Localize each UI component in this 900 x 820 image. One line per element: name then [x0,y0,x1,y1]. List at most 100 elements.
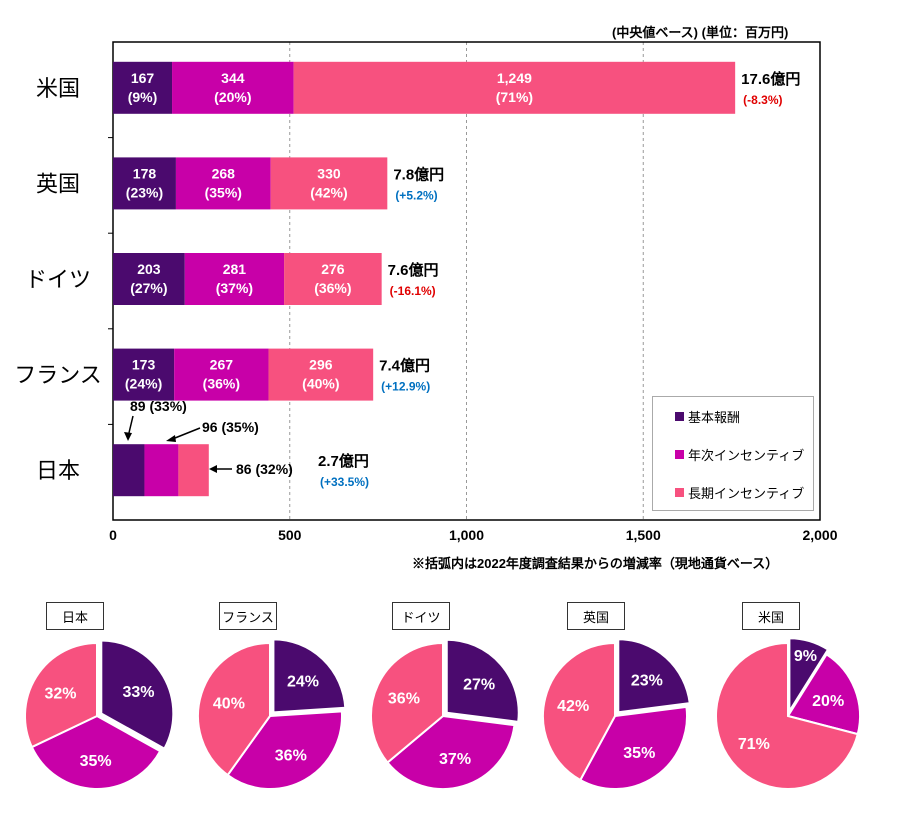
bar-value-label: 281 [223,261,247,277]
total-label: 7.4億円 [379,357,430,375]
bar-pct-label: (37%) [216,280,253,296]
bar-segment [270,157,388,210]
callout-arrowhead [209,465,217,473]
legend-swatch [675,412,684,421]
bar-segment [184,253,285,305]
legend-swatch [675,488,684,497]
change-label: (-16.1%) [390,284,436,298]
bar-pct-label: (23%) [126,184,163,200]
pie-slice [578,705,688,790]
pie-slice-label: 9% [794,648,817,665]
bar-segment [113,444,145,497]
pie-title-uk: 英国 [567,602,625,630]
bar-segment [113,348,175,401]
bar-value-label: 167 [131,70,155,86]
pie-0: 33% 35% 32% [24,639,175,790]
pie-slice [30,714,162,790]
pie-1: 24% 36% 40% [197,638,347,790]
pie-slice-label: 24% [287,673,319,690]
callout-long: 86 (32%) [236,461,293,477]
pie-2: 27% 37% 36% [370,638,520,790]
pie-slice-label: 40% [213,695,245,712]
pie-slice [386,714,516,790]
callout-arrowhead [166,435,176,442]
pie-title-france: フランス [219,602,277,630]
pie-slice [226,710,343,790]
bar-pct-label: (42%) [310,184,347,200]
bar-segment [113,253,185,305]
pie-slice [24,641,98,749]
change-label: (-8.3%) [743,93,782,107]
pie-slice-label: 23% [631,672,663,689]
pie-slice [272,638,347,714]
legend-item-base: 基本報酬 [675,407,740,426]
pie-slice-label: 71% [738,736,770,753]
pie-slice-label: 37% [439,751,471,768]
pie-slice [786,652,861,736]
unit-note: (中央値ベース) (単位：百万円) [612,25,789,40]
footnote: ※括弧内は2022年度調査結果からの増減率（現地通貨ベース） [412,556,779,571]
pie-slice [197,641,271,777]
bar-pct-label: (35%) [205,184,242,200]
bar-segment [113,157,176,210]
legend: 基本報酬 年次インセンティブ 長期インセンティブ [652,396,814,511]
bar-segment [113,61,173,114]
bar-value-label: 344 [221,70,245,86]
pie-charts: 33% 35% 32% 24% 36% 40% 27% 37% 36% 23% 35% 42% 9% 20… [24,637,861,790]
pie-title-germany: ドイツ [392,602,450,630]
bar-pct-label: (36%) [314,280,351,296]
legend-label: 基本報酬 [688,410,741,425]
total-label: 7.8億円 [393,165,444,183]
bar-segment [174,348,269,401]
bar-value-label: 330 [317,165,341,181]
pie-slice-label: 32% [45,686,77,703]
pie-title-japan: 日本 [46,602,104,630]
callout-annual: 96 (35%) [202,419,259,435]
bar-segment [293,61,736,114]
bar-segment [175,157,271,210]
pie-slice-label: 36% [275,747,307,764]
callout-base: 89 (33%) [130,398,187,414]
pie-slice-label: 33% [122,684,154,701]
legend-item-long: 長期インセンティブ [675,483,804,502]
bar-segment [284,253,382,305]
x-tick-label: 500 [278,527,302,543]
pie-slice [715,641,859,790]
change-label: (+33.5%) [320,475,369,489]
bar-value-label: 268 [212,165,236,181]
bar-chart: 0 500 1,000 1,500 2,000 米国 167 (9%) 344 (20%) 1,24… [14,41,838,543]
bar-pct-label: (20%) [214,89,251,105]
pie-slice-label: 35% [80,753,112,770]
pie-slice [445,638,520,723]
bar-pct-label: (40%) [302,376,339,392]
bar-segment [144,444,179,497]
total-label: 2.7億円 [318,452,369,470]
bar-value-label: 276 [321,261,345,277]
x-tick-label: 1,500 [626,527,661,543]
category-label: ドイツ [25,267,91,292]
pie-slice-label: 20% [812,693,844,710]
change-label: (+12.9%) [381,380,430,394]
pie-slice [100,639,175,750]
pie-slice [370,641,444,764]
bar-value-label: 267 [210,357,234,373]
legend-label: 年次インセンティブ [688,448,805,463]
bar-pct-label: (9%) [128,89,158,105]
pie-4: 9% 20% 71% [715,637,861,790]
callout-arrowhead [124,432,132,441]
legend-label: 長期インセンティブ [688,486,805,501]
bar-value-label: 1,249 [497,70,532,86]
pie-slice [788,637,830,715]
total-label: 7.6億円 [388,261,439,279]
bar-pct-label: (24%) [125,376,162,392]
pie-slice-label: 27% [463,677,495,694]
legend-swatch [675,450,684,459]
bar-value-label: 173 [132,357,156,373]
pie-slice [542,641,616,782]
pie-slice-label: 42% [557,698,589,715]
bar-pct-label: (71%) [496,89,533,105]
bar-segment [268,348,374,401]
pie-title-us: 米国 [742,602,800,630]
pie-slice [617,638,691,714]
